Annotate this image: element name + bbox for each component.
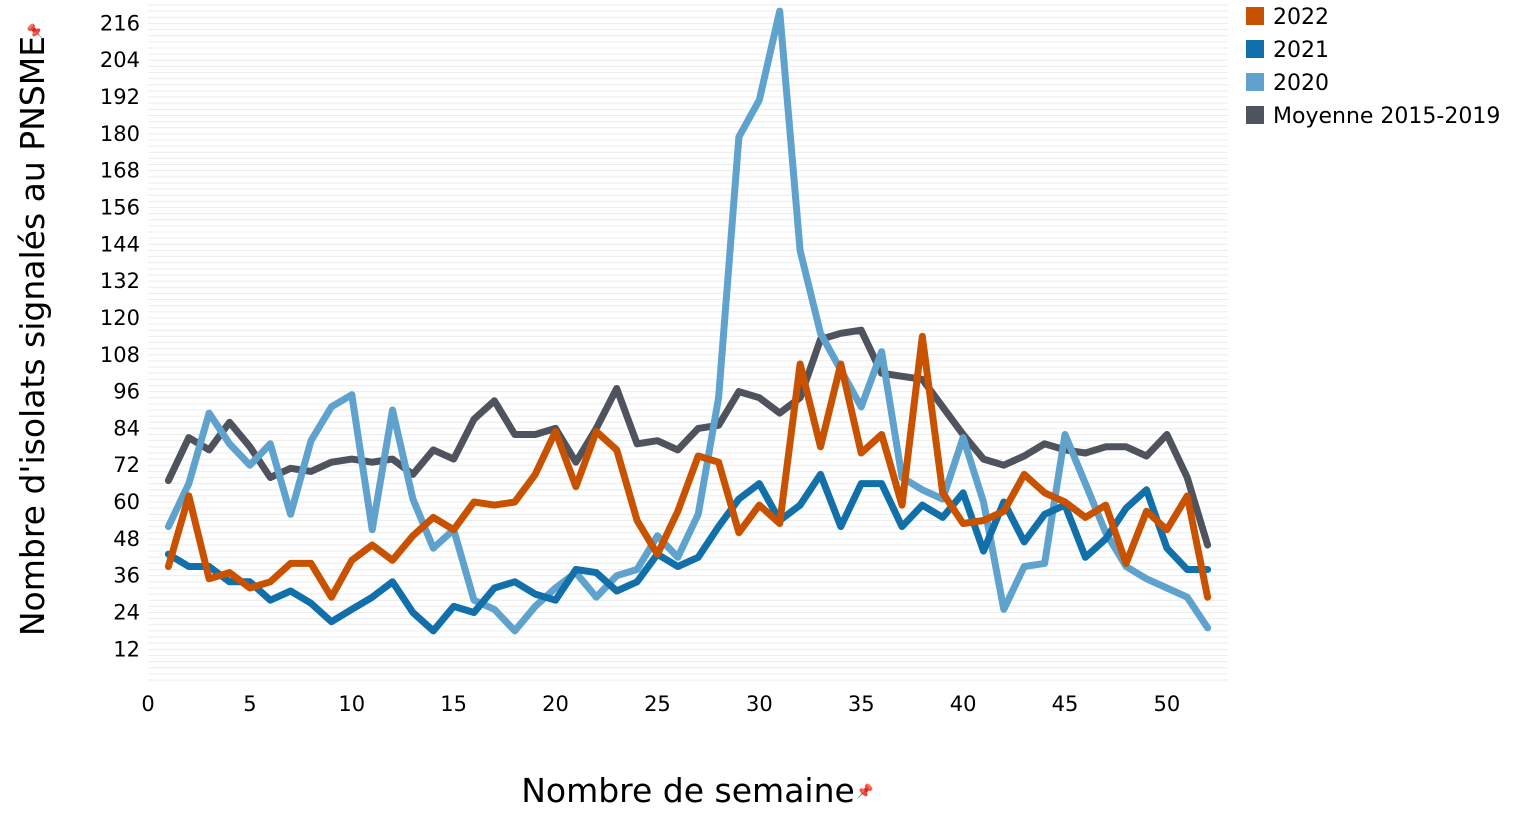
legend-label: 2021	[1273, 38, 1329, 63]
legend-swatch	[1246, 40, 1264, 58]
x-tick-label: 15	[440, 692, 467, 716]
x-axis-title: Nombre de semaine	[521, 771, 855, 810]
series-lines	[164, 7, 1212, 635]
y-tick-label: 156	[100, 196, 140, 220]
x-axis-ticks: 0 5 10 15 20 25 30 35 40 45 50	[141, 692, 1180, 716]
legend-label: Moyenne 2015-2019	[1273, 104, 1500, 129]
x-tick-label: 45	[1052, 692, 1079, 716]
legend-label: 2020	[1273, 71, 1329, 96]
legend-label: 2022	[1273, 5, 1329, 30]
series-line-moyenne-2015-2019	[164, 326, 1212, 549]
x-tick-label: 10	[338, 692, 365, 716]
y-tick-label: 84	[113, 416, 140, 440]
x-axis-pin-icon: 📌	[856, 782, 874, 800]
gridlines	[148, 4, 1228, 681]
x-tick-label: 5	[243, 692, 256, 716]
x-tick-label: 20	[542, 692, 569, 716]
y-axis-ticks: 12 24 36 48 60 72 84 96 108 120 132 144 156 168 180 192…	[100, 11, 140, 661]
y-axis-pin-icon: 📌	[26, 22, 44, 40]
series-line-2020	[164, 7, 1212, 635]
y-tick-label: 72	[113, 453, 140, 477]
y-tick-label: 48	[113, 527, 140, 551]
legend-swatch	[1246, 7, 1264, 25]
y-tick-label: 108	[100, 343, 140, 367]
y-tick-label: 204	[100, 48, 140, 72]
y-tick-label: 144	[100, 232, 140, 256]
y-tick-label: 180	[100, 122, 140, 146]
legend: 2022 2021 2020 Moyenne 2015-2019	[1246, 5, 1500, 129]
y-tick-label: 132	[100, 269, 140, 293]
y-tick-label: 96	[113, 380, 140, 404]
series-line-2021	[164, 470, 1212, 635]
y-tick-label: 24	[113, 601, 140, 625]
y-tick-label: 192	[100, 85, 140, 109]
x-tick-label: 25	[644, 692, 671, 716]
y-tick-label: 216	[100, 11, 140, 35]
y-axis-title: Nombre d'isolats signalés au PNSME	[13, 36, 52, 636]
y-tick-label: 36	[113, 564, 140, 588]
x-tick-label: 50	[1154, 692, 1181, 716]
legend-swatch	[1246, 106, 1264, 124]
y-tick-label: 168	[100, 159, 140, 183]
y-tick-label: 12	[113, 637, 140, 661]
legend-swatch	[1246, 73, 1264, 91]
x-tick-label: 40	[950, 692, 977, 716]
x-tick-label: 0	[141, 692, 154, 716]
y-tick-label: 60	[113, 490, 140, 514]
x-tick-label: 30	[746, 692, 773, 716]
series-line-2022	[164, 332, 1212, 601]
x-tick-label: 35	[848, 692, 875, 716]
y-tick-label: 120	[100, 306, 140, 330]
